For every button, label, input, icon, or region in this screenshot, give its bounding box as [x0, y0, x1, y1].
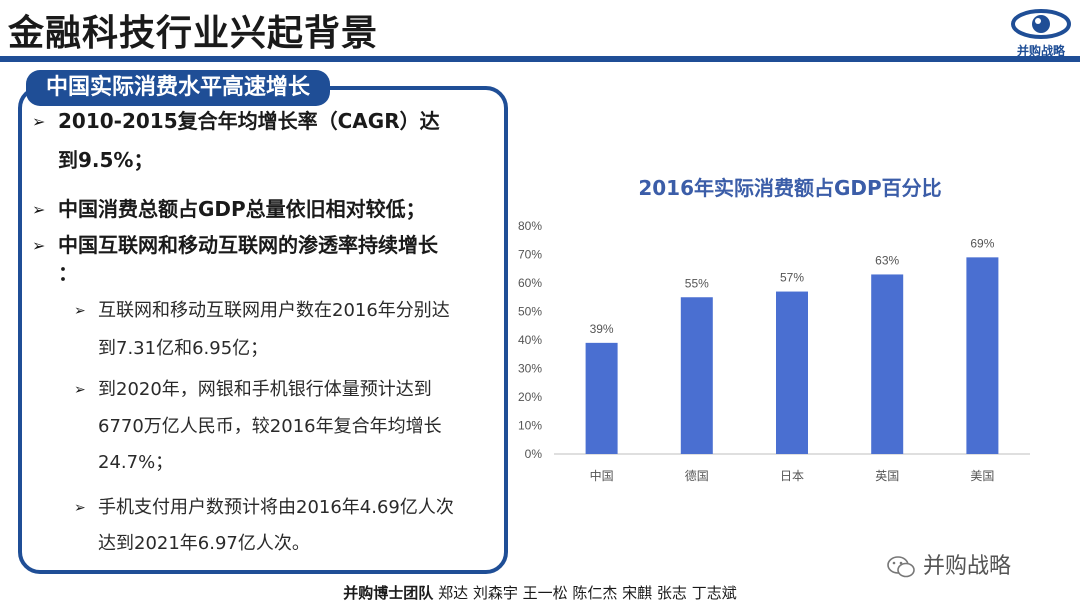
bar — [680, 297, 713, 454]
data-label: 55% — [685, 276, 709, 290]
bullet-1-line2: 到9.5%； — [58, 148, 154, 172]
footer: 并购博士团队 郑达 刘森宇 王一松 陈仁杰 宋麒 张志 丁志斌 — [0, 582, 1080, 603]
title-divider — [0, 56, 1080, 62]
y-tick-label: 80% — [518, 219, 542, 233]
y-tick-label: 70% — [518, 248, 542, 262]
x-tick-label: 美国 — [970, 469, 994, 483]
x-tick-label: 日本 — [780, 469, 804, 483]
bullet-1-line1: 2010-2015复合年均增长率（CAGR）达 — [58, 109, 440, 133]
y-tick-label: 10% — [518, 419, 542, 433]
arrow-bullet-icon: ➢ — [74, 382, 86, 398]
eye-logo-icon — [1011, 9, 1071, 39]
arrow-bullet-icon: ➢ — [32, 112, 46, 131]
watermark-text: 并购战略 — [923, 554, 1012, 579]
bar — [966, 257, 999, 454]
y-tick-label: 40% — [518, 333, 542, 347]
brand-logo: 并购战略 — [1008, 6, 1074, 58]
bar — [585, 342, 618, 454]
panel-heading: 中国实际消费水平高速增长 — [26, 70, 331, 106]
wechat-icon — [887, 556, 915, 578]
y-tick-label: 30% — [518, 362, 542, 376]
content-panel — [18, 86, 508, 574]
y-tick-label: 0% — [525, 447, 543, 461]
data-label: 57% — [780, 271, 804, 285]
y-tick-label: 50% — [518, 305, 542, 319]
x-tick-label: 中国 — [590, 468, 614, 483]
sub-bullet-1-line2: 到7.31亿和6.95亿； — [98, 338, 269, 359]
y-tick-label: 20% — [518, 390, 542, 404]
chart-title: 2016年实际消费额占GDP百分比 — [638, 176, 942, 200]
sub-bullet-2-line1: 到2020年，网银和手机银行体量预计达到 — [98, 379, 432, 400]
sub-bullet-3-line1: 手机支付用户数预计将由2016年4.69亿人次 — [98, 497, 454, 518]
arrow-bullet-icon: ➢ — [74, 500, 86, 516]
data-label: 63% — [875, 253, 899, 267]
sub-bullet-1-line1: 互联网和移动互联网用户数在2016年分别达 — [98, 300, 450, 321]
slide-title: 金融科技行业兴起背景 — [8, 13, 379, 54]
arrow-bullet-icon: ➢ — [74, 303, 86, 319]
arrow-bullet-icon: ➢ — [32, 200, 46, 219]
bar — [776, 291, 808, 454]
x-tick-label: 德国 — [685, 468, 709, 483]
footer-team: 并购博士团队 — [343, 584, 434, 602]
arrow-bullet-icon: ➢ — [32, 236, 46, 255]
sub-bullet-2-line3: 24.7%； — [98, 452, 174, 473]
data-label: 39% — [590, 322, 614, 336]
bar-chart: 0% 10% 20% 30% 40% 50% 60% 70% 80% 39% 中国 55% 德国 57% 日… — [518, 219, 1030, 483]
y-tick-label: 60% — [518, 276, 542, 290]
bullet-3-line1: 中国互联网和移动互联网的渗透率持续增长 — [58, 233, 438, 257]
bullet-3-line2: ： — [58, 261, 78, 285]
bar — [871, 274, 904, 454]
bullet-2-line1: 中国消费总额占GDP总量依旧相对较低； — [58, 197, 426, 221]
data-label: 69% — [970, 236, 994, 250]
sub-bullet-3-line2: 达到2021年6.97亿人次。 — [98, 533, 310, 554]
x-tick-label: 英国 — [875, 469, 899, 483]
watermark: 并购战略 — [886, 548, 1011, 580]
logo-text: 并购战略 — [1016, 44, 1065, 58]
footer-members: 郑达 刘森宇 王一松 陈仁杰 宋麒 张志 丁志斌 — [438, 584, 737, 602]
sub-bullet-2-line2: 6770万亿人民币，较2016年复合年均增长 — [98, 416, 442, 437]
